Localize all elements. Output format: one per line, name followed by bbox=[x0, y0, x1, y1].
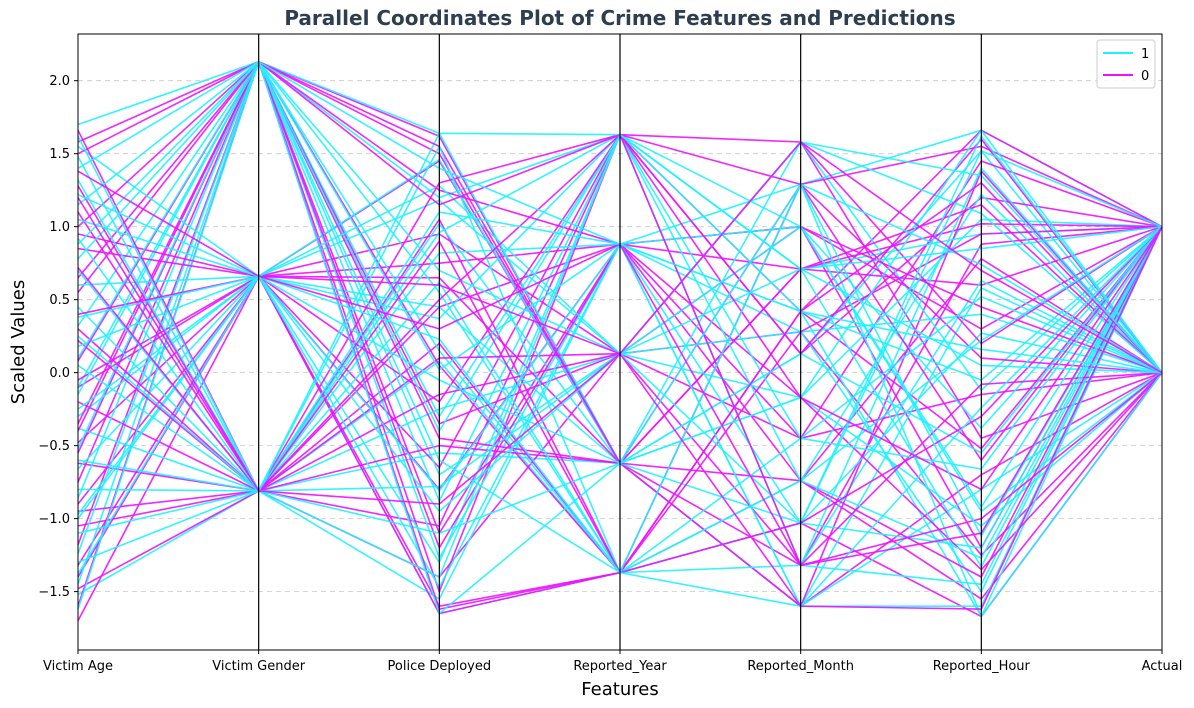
legend: 1 0 bbox=[1096, 39, 1156, 89]
x-axis-label: Features bbox=[581, 679, 658, 700]
y-ticks: −1.5 −1.0 −0.5 0.0 0.5 1.0 1.5 2.0 bbox=[38, 74, 78, 600]
legend-label-0: 0 bbox=[1141, 69, 1149, 84]
x-ticks: Victim Age Victim Gender Police Deployed Re… bbox=[43, 650, 1182, 674]
x-tick-label: Actual bbox=[1142, 659, 1183, 674]
y-tick-label: 1.5 bbox=[49, 147, 70, 162]
x-tick-label: Victim Gender bbox=[212, 659, 305, 674]
y-axis-label: Scaled Values bbox=[8, 280, 29, 404]
y-tick-label: −0.5 bbox=[38, 439, 70, 454]
feature-axes bbox=[258, 34, 982, 650]
y-tick-label: 1.0 bbox=[49, 220, 70, 235]
chart-title: Parallel Coordinates Plot of Crime Featu… bbox=[284, 6, 955, 30]
x-tick-label: Victim Age bbox=[43, 659, 113, 674]
x-tick-label: Reported_Month bbox=[747, 659, 854, 674]
y-tick-label: −1.0 bbox=[38, 512, 70, 527]
x-tick-label: Reported_Hour bbox=[933, 659, 1031, 674]
x-tick-label: Reported_Year bbox=[573, 659, 667, 674]
y-tick-label: 2.0 bbox=[49, 74, 70, 89]
y-tick-label: 0.5 bbox=[49, 293, 70, 308]
y-tick-label: −1.5 bbox=[38, 585, 70, 600]
x-tick-label: Police Deployed bbox=[388, 659, 492, 674]
legend-label-1: 1 bbox=[1141, 47, 1149, 62]
y-tick-label: 0.0 bbox=[49, 366, 70, 381]
